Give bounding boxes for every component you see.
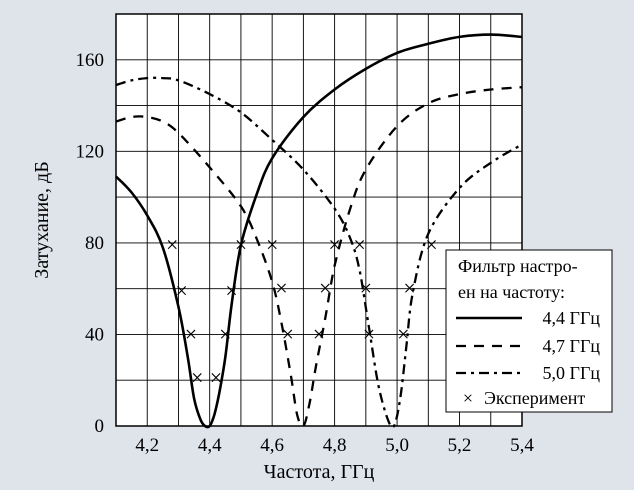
y-axis-label: Затухание, дБ — [31, 161, 53, 278]
y-tick-label-4: 160 — [76, 50, 105, 71]
experiment-point-10: × — [282, 321, 294, 346]
series-line-0 — [115, 33, 523, 429]
experiment-point-12: × — [319, 276, 331, 301]
experiment-point-3: × — [191, 365, 203, 390]
x-tick-label-2: 4,6 — [260, 435, 284, 456]
legend-label-4-7: 4,7 ГГц — [543, 336, 601, 356]
legend-box — [445, 249, 613, 413]
legend: Фильтр настро- ен на частоту: 4,4 ГГц 4,… — [445, 249, 613, 413]
legend-marker-experiment: × — [463, 388, 473, 408]
y-tick-label-2: 80 — [85, 233, 104, 254]
x-tick-labels: 4,2 4,4 4,6 4,8 5,0 5,2 5,4 — [135, 435, 534, 456]
experiment-point-11: × — [313, 321, 325, 346]
x-tick-label-1: 4,4 — [198, 435, 222, 456]
x-tick-label-3: 4,8 — [323, 435, 347, 456]
legend-label-5-0: 5,0 ГГц — [543, 363, 601, 383]
experiment-point-4: × — [210, 365, 222, 390]
legend-title-line-2: ен на частоту: — [458, 282, 565, 302]
experiment-point-15: × — [360, 276, 372, 301]
experiment-point-7: × — [235, 232, 247, 257]
x-tick-label-4: 5,0 — [385, 435, 409, 456]
experiment-point-19: × — [425, 232, 437, 257]
x-axis-label: Частота, ГГц — [264, 461, 375, 483]
experiment-markers: × × × × × × × × × × × × × × × × × × × × — [166, 232, 438, 390]
y-tick-label-1: 40 — [85, 324, 104, 345]
series-line-2 — [115, 76, 523, 429]
experiment-point-9: × — [275, 276, 287, 301]
experiment-point-1: × — [175, 278, 187, 303]
x-tick-label-6: 5,4 — [510, 435, 534, 456]
experiment-point-8: × — [266, 232, 278, 257]
experiment-point-5: × — [219, 321, 231, 346]
x-tick-label-5: 5,2 — [448, 435, 472, 456]
experiment-point-13: × — [328, 232, 340, 257]
x-tick-label-0: 4,2 — [135, 435, 159, 456]
experiment-point-2: × — [185, 321, 197, 346]
experiment-point-0: × — [166, 232, 178, 257]
experiment-point-16: × — [363, 321, 375, 346]
y-tick-label-3: 120 — [76, 141, 105, 162]
legend-label-4-4: 4,4 ГГц — [543, 308, 601, 328]
y-tick-labels: 0 40 80 120 160 — [76, 50, 105, 437]
experiment-point-17: × — [397, 321, 409, 346]
experiment-point-14: × — [353, 232, 365, 257]
legend-label-experiment: Эксперимент — [484, 388, 585, 408]
legend-title-line-1: Фильтр настро- — [458, 256, 578, 276]
y-tick-label-0: 0 — [95, 416, 105, 437]
experiment-point-18: × — [403, 276, 415, 301]
experiment-point-6: × — [225, 278, 237, 303]
curves — [115, 33, 523, 429]
plot-frame — [115, 13, 523, 427]
